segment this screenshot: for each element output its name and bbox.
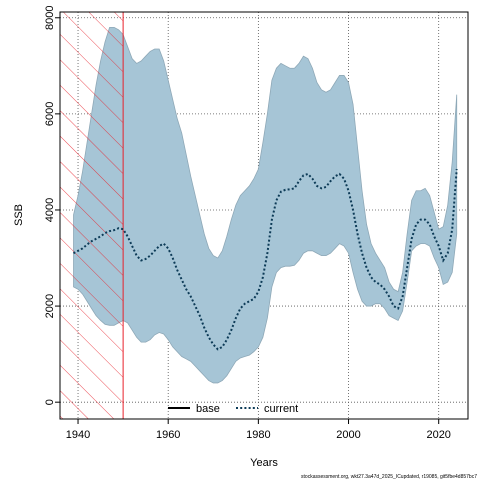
x-tick-label: 2020: [426, 429, 450, 441]
x-axis-label: Years: [250, 457, 278, 469]
legend-label-base: base: [196, 403, 220, 415]
axis-ticks: 1940 1960 1980 2000 2020 0 2000 4000 6000 8000: [44, 6, 451, 441]
y-tick-label: 2000: [44, 294, 56, 318]
y-tick-label: 4000: [44, 198, 56, 222]
y-tick-label: 8000: [44, 6, 56, 30]
x-tick-label: 2000: [336, 429, 360, 441]
hatched-region: [60, 12, 124, 419]
confidence-band: [73, 26, 458, 384]
legend-label-current: current: [264, 403, 298, 415]
series-line-current: [73, 169, 458, 351]
footer-caption: stockassessment.org, wkt27.3a47d_2025_IC…: [301, 474, 477, 480]
y-axis-label: SSB: [13, 204, 25, 226]
legend: base current: [168, 403, 298, 415]
plot-frame: [59, 11, 469, 420]
x-tick-label: 1940: [66, 429, 90, 441]
y-tick-label: 0: [44, 399, 56, 405]
y-tick-label: 6000: [44, 102, 56, 126]
x-tick-label: 1960: [156, 429, 180, 441]
x-tick-label: 1980: [246, 429, 270, 441]
